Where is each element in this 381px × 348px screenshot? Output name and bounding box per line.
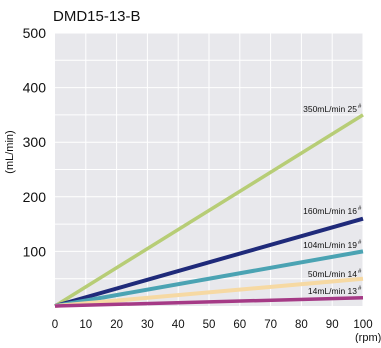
x-axis-ticks: 0 10 20 30 40 50 60 70 80 90 100	[52, 319, 373, 331]
x-tick-label: 70	[264, 319, 277, 331]
x-tick-label: 80	[295, 319, 308, 331]
x-tick-label: 40	[172, 319, 185, 331]
series-line	[54, 249, 364, 308]
y-tick-label: 300	[23, 134, 47, 150]
x-tick-label: 30	[141, 319, 154, 331]
x-tick-label: 20	[110, 319, 123, 331]
series-line	[54, 296, 364, 308]
y-tick-label: 200	[23, 189, 47, 205]
series-annotation-mark: #	[358, 269, 362, 275]
y-axis-ticks: 100 200 300 400 500	[23, 25, 47, 259]
series-annotation: 14mL/min 13	[308, 286, 357, 296]
series-line	[54, 113, 364, 308]
series-annotation: 160mL/min 16	[303, 206, 357, 216]
x-tick-label: 50	[203, 319, 216, 331]
series-line	[54, 216, 364, 308]
series-lines	[54, 113, 364, 308]
x-tick-label: 60	[233, 319, 246, 331]
series-annotation-mark: #	[358, 206, 362, 212]
x-tick-label: 90	[326, 319, 339, 331]
series-annotation: 104mL/min 19	[303, 240, 357, 250]
y-tick-label: 100	[23, 243, 47, 259]
y-tick-label: 500	[23, 25, 47, 41]
x-tick-label: 10	[79, 319, 92, 331]
y-tick-label: 400	[23, 80, 47, 96]
y-axis-label: (mL/min)	[4, 130, 16, 173]
series-annotation-mark: #	[358, 286, 362, 292]
series-annotation-mark: #	[358, 104, 362, 110]
x-tick-label: 100	[353, 319, 372, 331]
chart-title: DMD15-13-B	[53, 8, 141, 25]
series-annotation: 350mL/min 25	[303, 104, 357, 114]
series-annotation: 50mL/min 14	[308, 269, 357, 279]
series-annotation-mark: #	[358, 240, 362, 246]
x-tick-label: 0	[52, 319, 58, 331]
series-annotations: 350mL/min 25 #160mL/min 16 #104mL/min 19 #5…	[303, 104, 362, 296]
x-axis-label: (rpm)	[355, 332, 381, 343]
series-line	[54, 276, 364, 308]
